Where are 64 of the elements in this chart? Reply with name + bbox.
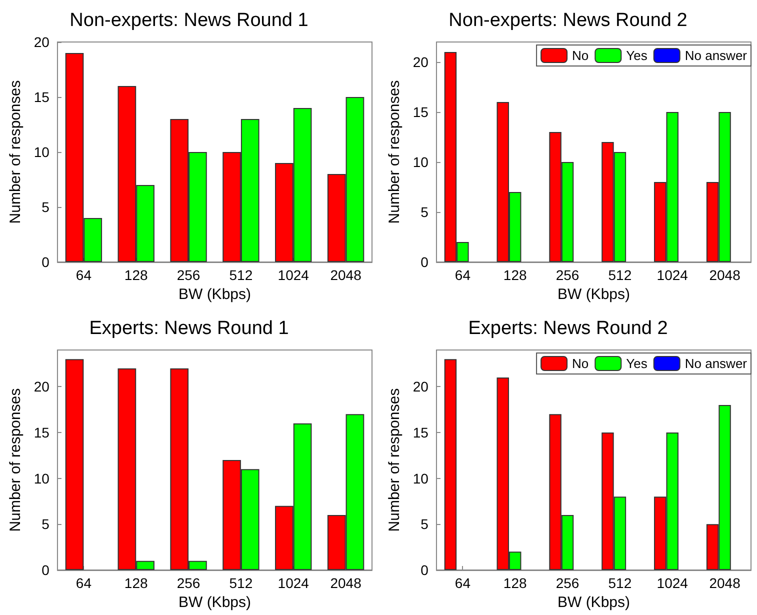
y-tick-label: 15 bbox=[34, 89, 50, 105]
x-axis-title: BW (Kbps) bbox=[178, 594, 251, 611]
x-tick-label: 128 bbox=[503, 267, 527, 283]
x-tick-label: 64 bbox=[76, 267, 92, 283]
x-tick-label: 1024 bbox=[656, 267, 688, 283]
y-tick-label: 0 bbox=[42, 254, 50, 270]
legend-label: No bbox=[572, 356, 589, 371]
y-tick-label: 5 bbox=[420, 516, 429, 532]
x-tick-label: 256 bbox=[556, 575, 580, 591]
legend-label: No answer bbox=[684, 356, 748, 371]
y-tick-label: 20 bbox=[412, 54, 429, 70]
legend-label: Yes bbox=[626, 48, 648, 63]
x-tick-label: 512 bbox=[608, 267, 632, 283]
y-tick-label: 0 bbox=[42, 562, 50, 578]
x-tick-label: 2048 bbox=[709, 267, 741, 283]
x-tick-label: 512 bbox=[229, 267, 253, 283]
x-tick-label: 64 bbox=[454, 575, 471, 591]
bar bbox=[65, 359, 84, 570]
x-tick-label: 2048 bbox=[709, 575, 741, 591]
x-tick-label: 256 bbox=[176, 267, 200, 283]
y-tick-label: 10 bbox=[412, 470, 429, 486]
bar bbox=[444, 359, 457, 570]
y-tick-label: 20 bbox=[34, 378, 50, 395]
x-tick-label: 256 bbox=[556, 267, 580, 283]
x-tick-label: 64 bbox=[454, 267, 471, 283]
x-tick-label: 512 bbox=[229, 575, 253, 591]
y-tick-label: 5 bbox=[42, 199, 50, 215]
legend-label: No bbox=[572, 48, 589, 63]
y-tick-label: 10 bbox=[412, 154, 429, 170]
y-axis-title: Number of responses bbox=[7, 80, 24, 224]
chart-title: Non-experts: News Round 2 bbox=[448, 10, 688, 31]
x-axis-title: BW (Kbps) bbox=[178, 286, 251, 303]
y-tick-label: 15 bbox=[412, 424, 429, 440]
x-tick-label: 256 bbox=[176, 575, 200, 591]
y-tick-label: 10 bbox=[34, 470, 50, 486]
y-tick-label: 15 bbox=[412, 104, 429, 120]
x-tick-label: 1024 bbox=[278, 575, 310, 591]
x-tick-label: 128 bbox=[124, 575, 148, 591]
y-axis-title: Number of responses bbox=[386, 80, 403, 224]
chart-title: Experts: News Round 1 bbox=[89, 318, 289, 339]
x-tick-label: 1024 bbox=[656, 575, 688, 591]
x-tick-label: 512 bbox=[608, 575, 632, 591]
x-tick-label: 2048 bbox=[330, 267, 362, 283]
y-tick-label: 20 bbox=[412, 378, 429, 395]
x-axis-title: BW (Kbps) bbox=[557, 286, 630, 303]
y-tick-label: 0 bbox=[420, 562, 429, 578]
y-axis-title: Number of responses bbox=[386, 388, 403, 532]
x-tick-label: 2048 bbox=[330, 575, 362, 591]
x-tick-label: 64 bbox=[76, 575, 92, 591]
y-tick-label: 15 bbox=[34, 424, 50, 440]
x-tick-label: 1024 bbox=[278, 267, 310, 283]
chart-title: Non-experts: News Round 1 bbox=[70, 10, 308, 31]
x-axis-title: BW (Kbps) bbox=[557, 594, 630, 611]
legend-label: Yes bbox=[626, 356, 648, 371]
y-tick-label: 10 bbox=[34, 144, 50, 160]
y-axis-title: Number of responses bbox=[7, 388, 24, 532]
legend-label: No answer bbox=[684, 48, 748, 63]
y-tick-label: 20 bbox=[34, 34, 50, 50]
chart-title: Experts: News Round 2 bbox=[468, 318, 668, 339]
x-tick-label: 128 bbox=[124, 267, 148, 283]
y-tick-label: 5 bbox=[42, 516, 50, 532]
y-tick-label: 0 bbox=[420, 254, 429, 270]
x-tick-label: 128 bbox=[503, 575, 527, 591]
y-tick-label: 5 bbox=[420, 204, 429, 220]
